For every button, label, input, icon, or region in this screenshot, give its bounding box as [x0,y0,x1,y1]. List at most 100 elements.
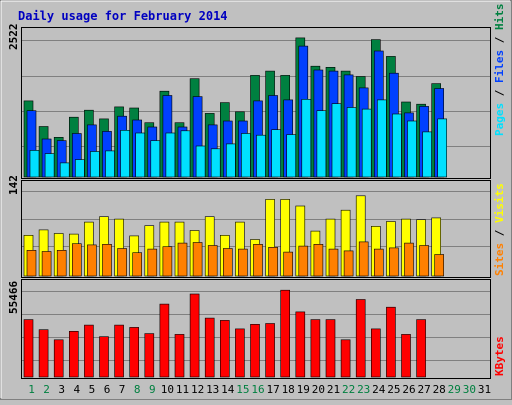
bar-pages-day-1 [29,150,40,178]
bar-kbytes-day-9 [144,333,155,378]
bar-sites-day-10 [162,246,173,277]
bar-kbytes-day-22 [340,339,351,378]
bar-sites-day-2 [41,251,52,277]
bar-sites-day-4 [72,243,82,277]
day-label-5: 5 [89,383,96,396]
bar-sites-day-6 [102,244,112,277]
bar-pages-day-10 [165,132,176,178]
bar-kbytes-day-6 [99,336,109,378]
day-label-31: 31 [478,383,491,396]
bar-kbytes-day-11 [174,334,185,378]
bar-kbytes-day-18 [280,289,291,378]
day-label-25: 25 [387,383,400,396]
bar-pages-day-8 [135,132,145,178]
bar-pages-day-16 [256,134,266,178]
day-label-9: 9 [149,383,156,396]
bar-sites-day-27 [419,245,429,277]
bar-pages-day-7 [120,130,130,178]
bar-pages-day-19 [301,99,312,178]
day-label-29: 29 [448,383,461,396]
bar-sites-day-26 [404,242,414,277]
bar-sites-day-16 [253,244,263,277]
bar-kbytes-day-19 [295,311,306,378]
day-label-3: 3 [58,383,65,396]
bar-layer [23,37,448,378]
day-label-17: 17 [266,383,279,396]
bar-kbytes-day-21 [325,319,336,378]
bar-pages-day-20 [316,110,327,178]
bar-kbytes-day-25 [386,306,396,378]
bar-kbytes-day-14 [220,320,230,378]
legend-files: Files [493,50,506,83]
day-label-15: 15 [236,383,249,396]
bar-pages-day-28 [437,118,448,178]
bar-sites-day-7 [117,248,127,277]
bar-sites-day-14 [223,248,233,277]
bar-pages-day-2 [44,153,55,178]
bar-sites-day-22 [343,250,354,277]
bar-pages-day-17 [271,129,281,178]
bar-pages-day-26 [407,120,417,178]
bar-sites-day-11 [177,242,188,277]
bar-sites-day-19 [298,245,309,277]
bar-pages-day-3 [59,162,70,178]
bar-kbytes-day-16 [250,323,260,378]
panel-visits-ymax-label: 142 [7,175,20,195]
bar-pages-day-13 [210,148,221,178]
bar-pages-day-27 [422,131,432,178]
legend-visits: Visits [493,183,506,223]
bar-kbytes-day-24 [370,328,381,378]
bar-kbytes-day-5 [84,324,94,378]
bar-sites-day-17 [268,247,278,277]
bar-kbytes-day-1 [23,319,34,378]
bar-sites-day-5 [87,244,97,277]
bar-pages-day-6 [105,150,115,178]
panel-kbytes-ymax-label: 55466 [7,281,20,314]
bar-pages-day-5 [90,151,100,178]
bar-sites-day-21 [328,248,339,277]
day-label-12: 12 [191,383,204,396]
bar-kbytes-day-12 [189,293,200,378]
bar-kbytes-day-15 [235,328,245,378]
day-label-8: 8 [134,383,141,396]
bar-pages-day-23 [361,108,372,178]
day-label-2: 2 [43,383,50,396]
day-label-6: 6 [104,383,111,396]
bar-kbytes-day-8 [129,327,139,378]
bar-pages-day-25 [392,113,402,178]
day-label-20: 20 [312,383,325,396]
bar-sites-day-8 [132,252,142,277]
bar-sites-day-25 [389,247,399,277]
day-label-14: 14 [221,383,235,396]
bar-sites-day-23 [358,241,369,277]
bar-pages-day-11 [180,130,191,178]
chart-title: Daily usage for February 2014 [18,9,228,23]
bar-kbytes-day-27 [416,319,426,378]
bar-sites-day-13 [207,245,218,277]
bar-pages-day-9 [150,140,161,178]
bar-pages-day-4 [75,159,85,178]
bar-sites-day-28 [434,254,445,277]
day-label-22: 22 [342,383,355,396]
day-label-18: 18 [282,383,295,396]
day-label-16: 16 [251,383,264,396]
bar-pages-day-24 [376,99,387,178]
day-label-26: 26 [402,383,415,396]
bar-kbytes-day-20 [310,319,321,378]
day-label-27: 27 [417,383,430,396]
day-labels: 1 2 3 4 5 6 7 8 9 10 11 12 13 14 15 16 17 18 19 20 21 22 23 24 2… [28,383,491,396]
panel-hits-ymax-label: 2522 [7,24,20,51]
day-label-4: 4 [73,383,80,396]
day-label-30: 30 [463,383,476,396]
day-label-19: 19 [297,383,310,396]
legend-kbytes: KBytes [493,336,506,376]
bar-pages-day-14 [226,143,236,178]
bar-kbytes-day-26 [401,334,411,378]
bar-kbytes-day-13 [204,317,215,378]
bar-pages-day-12 [195,145,206,178]
day-label-23: 23 [357,383,370,396]
bar-kbytes-day-23 [355,299,366,378]
bar-kbytes-day-17 [265,323,275,378]
legend-hits-files-pages: Pages / Files / Hits [493,4,506,137]
